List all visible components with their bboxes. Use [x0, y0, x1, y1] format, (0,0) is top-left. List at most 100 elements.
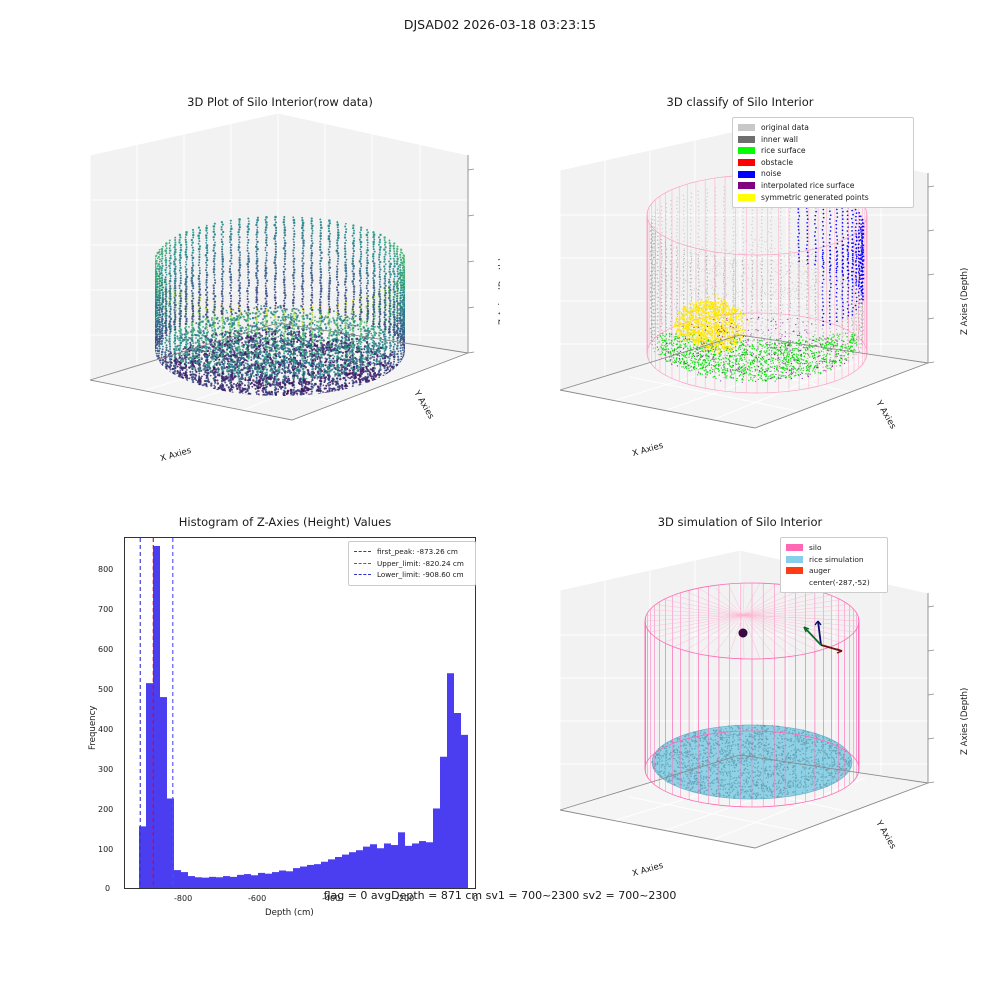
- histogram-bar: [433, 808, 440, 888]
- histogram-bar: [181, 872, 188, 888]
- histogram-bar: [314, 864, 321, 888]
- histogram-bar: [279, 870, 286, 888]
- histogram-bar: [286, 871, 293, 888]
- legend-swatch-silo: [786, 544, 803, 552]
- histogram-bar: [223, 876, 230, 888]
- panel-sim-center-marker: [738, 628, 748, 638]
- histogram-bar: [356, 850, 363, 888]
- panel-classify-ztick-marks: [927, 185, 935, 364]
- histogram-bar: [300, 866, 307, 888]
- histogram-bar: [153, 545, 160, 888]
- histogram-bar: [167, 798, 174, 888]
- panel-histogram: Histogram of Z-Axies (Height) Values 0 1…: [88, 515, 479, 918]
- legend-item: symmetric generated points: [738, 192, 907, 204]
- histogram-bar: [342, 854, 349, 888]
- panel-sim-3d: 3D simulation of Silo Interior: [540, 515, 980, 905]
- panel-sim-spines: [559, 593, 929, 849]
- panel-raw-spines: [89, 155, 469, 421]
- panel-sim-zlabel: Z Axies (Depth): [960, 687, 970, 755]
- legend-item: interpolated rice surface: [738, 180, 907, 192]
- legend-swatch-interpolated-rice-surface: [738, 182, 755, 190]
- panel-sim-silo-wireframe: [644, 582, 860, 808]
- histogram-bar: [216, 877, 223, 888]
- histogram-bar: [391, 845, 398, 888]
- histogram-bar: [370, 844, 377, 888]
- panel-classify-title: 3D classify of Silo Interior: [666, 95, 814, 109]
- histogram-bar: [405, 845, 412, 888]
- panel-sim-auger-arrow: [803, 620, 843, 654]
- legend-line-lower-limit: [354, 574, 371, 576]
- histogram-bar: [398, 832, 405, 888]
- legend-line-upper-limit: [354, 562, 371, 564]
- legend-item: original data: [738, 122, 907, 134]
- legend-swatch-center: [786, 579, 803, 586]
- histogram-bar: [188, 876, 195, 888]
- panel-classify-legend: original data inner wall rice surface ob…: [732, 117, 914, 209]
- legend-swatch-auger: [786, 567, 803, 575]
- histogram-bar: [237, 874, 244, 888]
- legend-item: rice surface: [738, 145, 907, 157]
- legend-item: Lower_limit: -908.60 cm: [354, 569, 469, 581]
- histogram-bar: [419, 841, 426, 888]
- histogram-bar: [440, 756, 447, 888]
- histogram-bar: [307, 864, 314, 888]
- figure-suptitle: DJSAD02 2026-03-18 03:23:15: [403, 17, 597, 32]
- panel-hist-title: Histogram of Z-Axies (Height) Values: [178, 515, 392, 529]
- panel-raw-ztick-marks: [467, 168, 475, 354]
- legend-item: obstacle: [738, 157, 907, 169]
- panel-sim-title: 3D simulation of Silo Interior: [657, 515, 823, 529]
- hist-plot-area: [124, 537, 476, 889]
- status-line: flag = 0 avgDepth = 871 cm sv1 = 700~230…: [323, 889, 677, 902]
- histogram-bar: [160, 697, 167, 888]
- hist-ylabel: Frequency: [88, 705, 98, 750]
- histogram-bar: [251, 875, 258, 888]
- histogram-bar: [202, 877, 209, 888]
- panel-sim-legend: silo rice simulation auger center(-287,-…: [780, 537, 888, 594]
- legend-swatch-rice-surface: [738, 147, 755, 155]
- histogram-bar: [412, 843, 419, 888]
- panel-sim-rice-disk: [651, 724, 853, 800]
- legend-item: center(-287,-52): [786, 577, 881, 589]
- legend-line-first-peak: [354, 551, 371, 553]
- histogram-bar: [258, 872, 265, 888]
- legend-swatch-noise: [738, 170, 755, 178]
- histogram-bar: [230, 876, 237, 888]
- histogram-bar: [146, 683, 153, 888]
- panel-classify-3d: 3D classify of Silo Interior: [540, 95, 980, 485]
- panel-classify-spines: [559, 173, 929, 429]
- histogram-bar: [272, 872, 279, 888]
- histogram-bar: [363, 846, 370, 888]
- hist-xlabel: Depth (cm): [265, 908, 314, 918]
- panel-raw-3d: 3D Plot of Silo Interior(row data): [60, 95, 500, 485]
- legend-item: noise: [738, 168, 907, 180]
- panel-hist-legend: first_peak: -873.26 cm Upper_limit: -820…: [348, 541, 476, 586]
- histogram-bar: [454, 713, 461, 888]
- legend-item: auger: [786, 565, 881, 577]
- histogram-bar: [244, 874, 251, 888]
- legend-swatch-original-data: [738, 124, 755, 132]
- histogram-bar: [377, 848, 384, 888]
- panel-raw-title: 3D Plot of Silo Interior(row data): [187, 95, 373, 109]
- legend-item: inner wall: [738, 134, 907, 146]
- histogram-bar: [321, 861, 328, 888]
- histogram-bar: [195, 877, 202, 888]
- histogram-bar: [426, 842, 433, 888]
- histogram-bar: [174, 870, 181, 888]
- histogram-bar: [328, 859, 335, 888]
- histogram-bar: [335, 856, 342, 888]
- histogram-bar: [384, 843, 391, 888]
- legend-item: silo: [786, 542, 881, 554]
- panel-raw-canvas: {}: [60, 95, 475, 421]
- legend-item: rice simulation: [786, 554, 881, 566]
- legend-swatch-obstacle: [738, 159, 755, 167]
- panel-sim-ztick-marks: [927, 605, 935, 784]
- legend-item: first_peak: -873.26 cm: [354, 546, 469, 558]
- hist-bars-canvas: [139, 538, 468, 888]
- histogram-bar: [461, 734, 468, 888]
- panel-sim-canvas: [559, 549, 935, 850]
- histogram-bar: [209, 876, 216, 888]
- legend-swatch-inner-wall: [738, 135, 755, 143]
- legend-swatch-rice-simulation: [786, 555, 803, 563]
- legend-item: Upper_limit: -820.24 cm: [354, 558, 469, 570]
